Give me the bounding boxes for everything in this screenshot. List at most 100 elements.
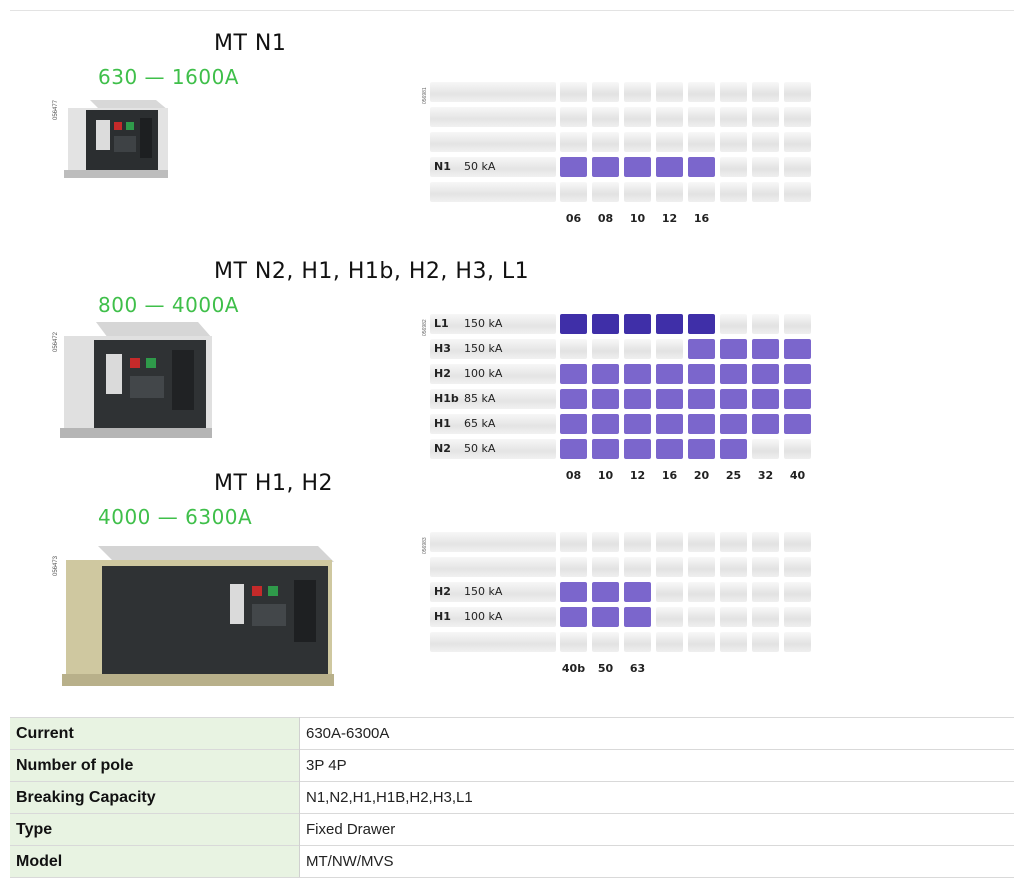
grid-cell-empty xyxy=(720,157,747,177)
grid-cell-available xyxy=(592,439,619,459)
grid-cell-empty xyxy=(752,82,779,102)
spec-value: MT/NW/MVS xyxy=(299,845,1014,878)
grid-cell-available xyxy=(688,389,715,409)
rating-tick-label: 16 xyxy=(693,212,710,225)
grid-row: N2 50 kA xyxy=(430,439,816,459)
grid-cell-empty xyxy=(560,182,587,202)
grid-cell-empty xyxy=(784,132,811,152)
grid-cell-empty xyxy=(784,582,811,602)
grid-cell-available xyxy=(656,157,683,177)
grid-cell-available xyxy=(624,364,651,384)
grid-cell-empty xyxy=(688,632,715,652)
grid-cell-empty xyxy=(720,107,747,127)
grid-cell-empty xyxy=(752,132,779,152)
spec-key: Current xyxy=(10,717,300,750)
grid-cell-available xyxy=(560,607,587,627)
grid-cell-empty xyxy=(720,532,747,552)
grid-cell-available xyxy=(624,607,651,627)
rating-tick-label: 50 xyxy=(597,662,614,675)
grid-cell-empty xyxy=(752,632,779,652)
grid-cell-empty xyxy=(752,439,779,459)
grid-cell-empty xyxy=(656,607,683,627)
grid-cell-empty xyxy=(720,557,747,577)
rating-tick-label: 20 xyxy=(693,469,710,482)
grid-cell-empty xyxy=(624,132,651,152)
grid-row-label: H3 150 kA xyxy=(430,339,556,359)
grid-cell-available xyxy=(688,439,715,459)
rating-tick-label: 08 xyxy=(565,469,582,482)
grid-cell-available xyxy=(592,607,619,627)
breaker-code: L1 xyxy=(434,317,449,330)
rating-tick-label: 25 xyxy=(725,469,742,482)
grid-row: N1 50 kA xyxy=(430,157,816,177)
breaking-capacity: 100 kA xyxy=(464,367,503,380)
breaker-code: H2 xyxy=(434,367,451,380)
spec-key: Breaking Capacity xyxy=(10,781,300,814)
grid-cell-empty xyxy=(624,107,651,127)
grid-cell-empty xyxy=(656,582,683,602)
section-range-mt-n1: 630 — 1600A xyxy=(98,65,239,89)
grid-cell-empty xyxy=(560,532,587,552)
grid-row-label: H1 100 kA xyxy=(430,607,556,627)
breaking-capacity: 65 kA xyxy=(464,417,496,430)
breaker-code: N2 xyxy=(434,442,451,455)
grid-cell-available xyxy=(688,414,715,434)
grid-row: L1 150 kA xyxy=(430,314,816,334)
grid-row-label: H2 150 kA xyxy=(430,582,556,602)
spec-value: Fixed Drawer xyxy=(299,813,1014,846)
spec-key: Model xyxy=(10,845,300,878)
grid-cell-empty xyxy=(720,607,747,627)
grid-cell-available xyxy=(688,364,715,384)
grid-cell-available xyxy=(592,157,619,177)
spec-row-poles: Number of pole 3P 4P xyxy=(10,749,1014,782)
section-range-mt-h1-h2: 4000 — 6300A xyxy=(98,505,253,529)
grid-row-label xyxy=(430,182,556,202)
grid-cell-available xyxy=(688,339,715,359)
spec-value: N1,N2,H1,H1B,H2,H3,L1 xyxy=(299,781,1014,814)
grid-row: H1 100 kA xyxy=(430,607,816,627)
grid-cell-available xyxy=(624,389,651,409)
grid-cell-empty xyxy=(720,82,747,102)
spec-row-model: Model MT/NW/MVS xyxy=(10,845,1014,878)
grid-cell-empty xyxy=(688,82,715,102)
grid-cell-available xyxy=(624,157,651,177)
grid-cell-available xyxy=(784,414,811,434)
grid-cell-empty xyxy=(656,532,683,552)
grid-row-label xyxy=(430,132,556,152)
grid-cell-available xyxy=(752,414,779,434)
grid-cell-empty xyxy=(560,107,587,127)
grid-cell-empty xyxy=(624,632,651,652)
grid-cell-empty xyxy=(752,607,779,627)
grid-cell-available xyxy=(688,157,715,177)
breaker-code: H1 xyxy=(434,610,451,623)
grid-cell-empty xyxy=(560,339,587,359)
grid-row xyxy=(430,182,816,202)
grid-cell-available xyxy=(720,339,747,359)
grid-cell-available xyxy=(656,314,683,334)
grid-cell-empty xyxy=(784,314,811,334)
grid-cell-empty xyxy=(784,157,811,177)
grid-cell-available xyxy=(560,389,587,409)
grid-cell-empty xyxy=(592,532,619,552)
grid-cell-available xyxy=(656,364,683,384)
grid-row-label: N1 50 kA xyxy=(430,157,556,177)
grid-cell-available xyxy=(624,582,651,602)
grid-row-label: L1 150 kA xyxy=(430,314,556,334)
photo-code-3: 056473 xyxy=(53,555,59,576)
grid-cell-available xyxy=(752,364,779,384)
breaker-code: N1 xyxy=(434,160,451,173)
grid-row: H3 150 kA xyxy=(430,339,816,359)
rating-tick-label: 16 xyxy=(661,469,678,482)
breaking-capacity: 150 kA xyxy=(464,585,503,598)
grid-cell-available xyxy=(624,414,651,434)
breaking-capacity: 150 kA xyxy=(464,342,503,355)
grid-cell-empty xyxy=(784,632,811,652)
grid-cell-available xyxy=(624,439,651,459)
grid-row-label: H2 100 kA xyxy=(430,364,556,384)
spec-row-current: Current 630A-6300A xyxy=(10,717,1014,750)
grid-row-label xyxy=(430,107,556,127)
grid-row xyxy=(430,632,816,652)
grid-cell-empty xyxy=(784,532,811,552)
grid-cell-empty xyxy=(752,157,779,177)
grid-cell-available xyxy=(560,414,587,434)
